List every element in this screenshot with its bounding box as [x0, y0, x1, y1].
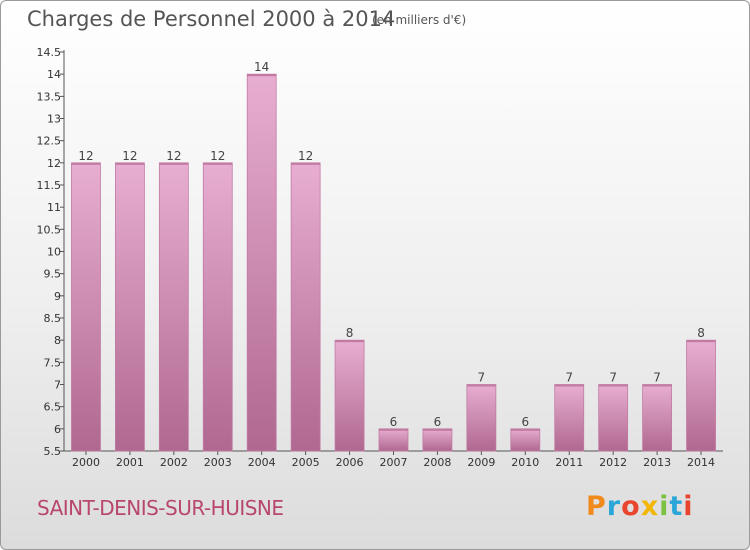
chart-labels: 2000 12 2001 12 2002 12 2003 12 2004 14 2005 12 2006… — [72, 60, 715, 469]
y-tick-label: 11 — [47, 201, 61, 214]
data-label: 12 — [166, 149, 181, 163]
x-tick-label: 2012 — [599, 456, 627, 469]
y-tick-label: 12.5 — [37, 135, 62, 148]
y-tick-label: 12 — [47, 157, 61, 170]
bar-2010 — [510, 428, 541, 452]
commune-name: SAINT-DENIS-SUR-HUISNE — [37, 496, 284, 520]
bar-top-edge — [71, 162, 101, 165]
bar-top-edge — [379, 428, 408, 431]
bar-2001 — [115, 162, 145, 452]
bar-2005 — [290, 162, 321, 452]
y-tick-label: 8.5 — [44, 312, 62, 325]
proxiti-logo[interactable]: Proxiti — [586, 491, 694, 522]
y-tick-label: 5.5 — [44, 445, 62, 458]
bar-top-edge — [422, 428, 452, 431]
bar-top-edge — [642, 384, 672, 387]
y-tick-label: 14 — [47, 68, 61, 81]
data-label: 14 — [254, 60, 269, 74]
chart-title: Charges de Personnel 2000 à 2014 — [27, 7, 396, 31]
bar-top-edge — [598, 384, 628, 387]
bar-top-edge — [159, 162, 189, 165]
y-tick-label: 6 — [54, 423, 61, 436]
y-tick-label: 8 — [54, 334, 61, 347]
data-label: 7 — [609, 371, 617, 385]
data-label: 7 — [478, 371, 486, 385]
logo-letter: x — [640, 491, 660, 522]
x-tick-label: 2005 — [292, 456, 320, 469]
bar-2000 — [71, 162, 101, 452]
bar-2004 — [246, 73, 277, 452]
y-tick-label: 6.5 — [44, 401, 62, 414]
bar-top-edge — [466, 384, 496, 387]
data-label: 6 — [434, 415, 442, 429]
x-tick-label: 2006 — [336, 456, 364, 469]
bar-2009 — [466, 384, 497, 452]
data-label: 12 — [298, 149, 313, 163]
y-tick-label: 13.5 — [37, 90, 62, 103]
chart-axes: 5.5 6 6.5 7 7.5 8 8.5 9 9.5 10 10.5 11 11.5 12 12.5 13 1… — [37, 46, 723, 458]
logo-letter: i — [683, 491, 694, 522]
x-tick-label: 2003 — [204, 456, 232, 469]
x-tick-label: 2014 — [687, 456, 715, 469]
data-label: 8 — [346, 326, 354, 340]
bar-top-edge — [554, 384, 584, 387]
bar-top-edge — [291, 162, 321, 165]
bar-2002 — [158, 162, 189, 452]
data-label: 12 — [210, 149, 225, 163]
y-tick-label: 9 — [54, 290, 61, 303]
bar-2013 — [642, 384, 672, 452]
y-tick-label: 11.5 — [37, 179, 62, 192]
bar-top-edge — [247, 74, 277, 77]
x-tick-label: 2000 — [72, 456, 100, 469]
x-tick-label: 2013 — [643, 456, 671, 469]
x-tick-label: 2009 — [467, 456, 495, 469]
y-tick-label: 7 — [54, 379, 61, 392]
bar-2008 — [422, 428, 453, 452]
chart-bars — [71, 73, 716, 452]
logo-letter: P — [586, 491, 607, 522]
bar-top-edge — [510, 428, 540, 431]
x-tick-label: 2002 — [160, 456, 188, 469]
logo-letter: o — [621, 491, 641, 522]
x-tick-label: 2008 — [423, 456, 451, 469]
bar-top-edge — [115, 162, 145, 165]
data-label: 12 — [122, 149, 137, 163]
data-label: 6 — [521, 415, 529, 429]
bar-2007 — [378, 428, 409, 452]
y-tick-label: 10 — [47, 246, 61, 259]
x-tick-label: 2004 — [248, 456, 276, 469]
bar-top-edge — [203, 162, 233, 165]
bar-2003 — [202, 162, 233, 452]
x-tick-label: 2011 — [555, 456, 583, 469]
x-tick-label: 2007 — [380, 456, 408, 469]
x-tick-label: 2001 — [116, 456, 144, 469]
logo-letter: t — [669, 491, 684, 522]
data-label: 12 — [78, 149, 93, 163]
data-label: 7 — [565, 371, 573, 385]
y-tick-label: 13 — [47, 113, 61, 126]
logo-letter: r — [606, 491, 622, 522]
data-label: 7 — [653, 371, 661, 385]
bar-2006 — [334, 339, 365, 452]
y-tick-label: 14.5 — [37, 46, 62, 59]
bar-2012 — [598, 384, 629, 452]
chart-subtitle: (en milliers d'€) — [372, 13, 467, 27]
y-tick-label: 9.5 — [44, 268, 62, 281]
y-tick-label: 10.5 — [37, 223, 62, 236]
data-label: 6 — [390, 415, 398, 429]
bar-top-edge — [686, 340, 716, 343]
data-label: 8 — [697, 326, 705, 340]
y-tick-label: 7.5 — [44, 356, 62, 369]
logo-letter: i — [659, 491, 670, 522]
bar-2014 — [686, 339, 716, 452]
bar-2011 — [554, 384, 585, 452]
x-tick-label: 2010 — [511, 456, 539, 469]
bar-top-edge — [335, 340, 365, 343]
